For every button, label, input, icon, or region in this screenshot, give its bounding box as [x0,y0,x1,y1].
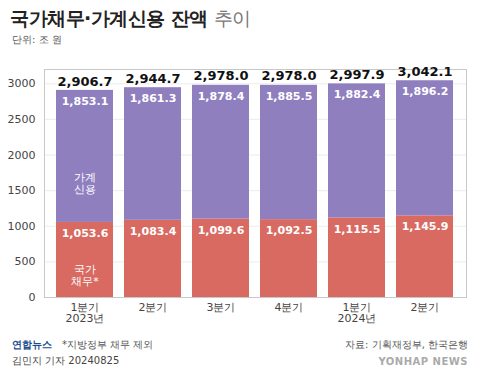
svg-text:1000: 1000 [8,220,36,233]
svg-text:1,115.5: 1,115.5 [334,223,381,236]
html-text:김민지 기자 20240825: 김민지 기자 20240825 [12,355,120,366]
svg-text:500: 500 [15,255,36,268]
svg-text:국가채무*: 국가채무* [71,263,99,288]
html-text:단위: 조 원: 단위: 조 원 [12,34,62,45]
svg-text:1,878.4: 1,878.4 [198,90,245,103]
html-text:국가채무·가계신용 잔액추이: 국가채무·가계신용 잔액추이 [10,7,251,29]
html-text:자료: 기획재정부, 한국은행: 자료: 기획재정부, 한국은행 [345,339,468,350]
svg-text:1,861.3: 1,861.3 [130,92,177,105]
svg-text:2,944.7: 2,944.7 [125,71,180,86]
html-text:연합뉴스: 연합뉴스 [12,339,52,350]
svg-text:1,145.9: 1,145.9 [402,220,449,233]
html-text:YONHAP NEWS: YONHAP NEWS [378,355,468,367]
svg-text:1,083.4: 1,083.4 [130,225,177,238]
svg-text:가계신용: 가계신용 [74,171,96,196]
svg-text:2500: 2500 [8,113,36,126]
svg-text:1,896.2: 1,896.2 [402,85,449,98]
svg-text:1,885.5: 1,885.5 [266,90,313,103]
svg-text:1분기2024년: 1분기2024년 [338,301,377,325]
svg-text:1500: 1500 [8,184,36,197]
svg-text:2,978.0: 2,978.0 [193,68,248,83]
svg-text:1,053.6: 1,053.6 [62,227,109,240]
html-text:*지방정부 채무 제외: *지방정부 채무 제외 [62,339,154,350]
svg-text:2000: 2000 [8,149,36,162]
svg-text:1분기2023년: 1분기2023년 [66,301,105,325]
svg-text:3000: 3000 [8,77,36,90]
svg-text:2,906.7: 2,906.7 [57,74,112,89]
svg-text:4분기: 4분기 [275,301,304,314]
svg-text:1,853.1: 1,853.1 [62,95,109,108]
svg-text:1,092.5: 1,092.5 [266,224,313,237]
svg-text:3분기: 3분기 [207,301,236,314]
svg-text:3,042.1: 3,042.1 [397,64,452,79]
svg-text:1,882.4: 1,882.4 [334,88,381,101]
svg-text:2,997.9: 2,997.9 [329,67,384,82]
svg-text:2분기: 2분기 [411,301,440,314]
svg-text:0: 0 [29,291,36,304]
svg-text:1,099.6: 1,099.6 [198,224,245,237]
svg-text:2분기: 2분기 [139,301,168,314]
svg-text:2,978.0: 2,978.0 [261,68,316,83]
